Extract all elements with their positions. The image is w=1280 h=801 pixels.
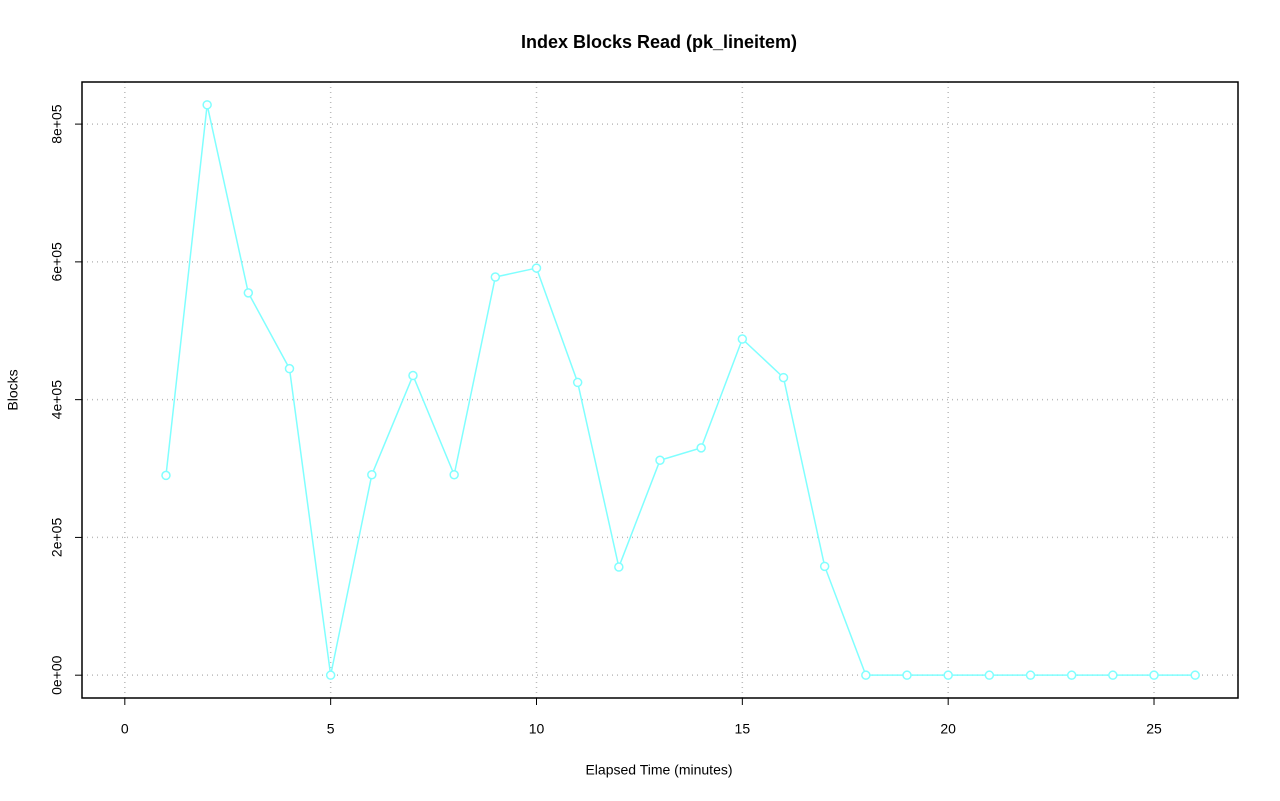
data-point bbox=[367, 469, 377, 480]
data-point bbox=[614, 562, 624, 572]
plot-frame bbox=[81, 81, 1239, 699]
data-point bbox=[284, 363, 295, 374]
series-line bbox=[165, 104, 1196, 676]
data-point bbox=[449, 469, 459, 480]
data-point bbox=[243, 288, 254, 298]
data-point bbox=[1025, 670, 1036, 680]
x-tick-label: 25 bbox=[1146, 721, 1162, 737]
data-point bbox=[408, 370, 418, 381]
data-point bbox=[778, 372, 789, 383]
data-point bbox=[1149, 670, 1159, 680]
data-point bbox=[861, 670, 871, 680]
chart-title: Index Blocks Read (pk_lineitem) bbox=[521, 32, 797, 52]
x-tick-label: 20 bbox=[940, 721, 956, 737]
data-point bbox=[572, 377, 583, 388]
data-point bbox=[490, 272, 501, 282]
data-point bbox=[1190, 670, 1200, 680]
data-point bbox=[1108, 670, 1118, 680]
data-point bbox=[655, 455, 665, 466]
x-axis-label: Elapsed Time (minutes) bbox=[585, 762, 732, 778]
data-point bbox=[984, 670, 995, 680]
data-point bbox=[696, 443, 706, 453]
data-point bbox=[902, 670, 912, 680]
x-tick-label: 5 bbox=[327, 721, 335, 737]
data-point bbox=[943, 670, 953, 680]
y-tick-label: 6e+05 bbox=[49, 242, 65, 282]
x-tick-label: 10 bbox=[529, 721, 545, 737]
y-tick-label: 2e+05 bbox=[49, 518, 65, 558]
x-tick-label: 15 bbox=[735, 721, 751, 737]
data-point bbox=[1066, 670, 1077, 680]
data-point bbox=[819, 561, 830, 572]
y-tick-label: 4e+05 bbox=[49, 380, 65, 420]
data-point bbox=[325, 670, 336, 680]
data-point bbox=[161, 470, 171, 481]
y-tick-label: 0e+00 bbox=[49, 655, 65, 695]
y-tick-label: 8e+05 bbox=[49, 104, 65, 144]
data-point bbox=[531, 263, 542, 273]
y-axis-label: Blocks bbox=[5, 369, 21, 410]
data-point bbox=[737, 334, 748, 344]
data-point bbox=[202, 100, 212, 110]
x-tick-label: 0 bbox=[121, 721, 129, 737]
